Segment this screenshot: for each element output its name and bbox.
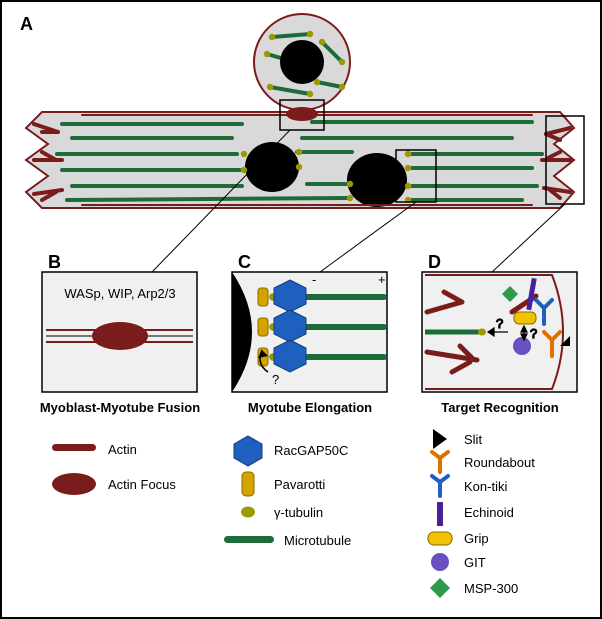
legend-actin: Actin [52,442,137,457]
svg-text:Kon-tiki: Kon-tiki [464,479,507,494]
panel-b: B WASp, WIP, Arp2/3 Myoblast-Myotube Fus… [40,252,200,415]
figure-frame: A [0,0,602,619]
panel-c-question: ? [272,372,279,387]
legend-gtub: γ-tubulin [241,505,323,520]
svg-text:γ-tubulin: γ-tubulin [274,505,323,520]
svg-text:RacGAP50C: RacGAP50C [274,443,348,458]
legend-kontiki: Kon-tiki [432,476,507,496]
legend-echinoid: Echinoid [437,502,514,526]
panel-b-title: Myoblast-Myotube Fusion [40,400,200,415]
svg-text:Echinoid: Echinoid [464,505,514,520]
myotube [26,112,574,208]
panel-c-title: Myotube Elongation [248,400,372,415]
panel-d-q1: ? [496,316,503,331]
legend: Actin Actin Focus RacGAP50C Pavarotti γ-… [52,429,535,598]
legend-racgap: RacGAP50C [234,436,348,466]
panel-b-letter: B [48,252,61,272]
svg-text:Actin Focus: Actin Focus [108,477,176,492]
panel-b-inset-label: WASp, WIP, Arp2/3 [64,286,175,301]
svg-text:Roundabout: Roundabout [464,455,535,470]
panel-d-q2: ? [530,326,537,341]
legend-microtubule: Microtubule [224,533,351,548]
actin-focus-a [286,107,318,121]
svg-text:Grip: Grip [464,531,489,546]
legend-actin-focus: Actin Focus [52,473,176,495]
legend-pavarotti: Pavarotti [242,472,325,496]
panel-c-minus: - [312,272,316,287]
legend-msp300: MSP-300 [430,578,518,598]
panel-c: C - + ? My [232,252,387,415]
svg-text:Slit: Slit [464,432,482,447]
svg-text:Microtubule: Microtubule [284,533,351,548]
legend-grip: Grip [428,531,489,546]
myoblast [254,14,350,110]
svg-text:MSP-300: MSP-300 [464,581,518,596]
panel-c-plus: + [378,272,386,287]
figure-svg: A [12,12,590,607]
legend-slit: Slit [433,429,482,449]
legend-git: GIT [431,553,486,571]
panel-a: A [20,14,584,272]
legend-roundabout: Roundabout [432,452,535,472]
svg-text:Actin: Actin [108,442,137,457]
svg-text:GIT: GIT [464,555,486,570]
panel-d-title: Target Recognition [441,400,559,415]
panel-a-letter: A [20,14,33,34]
panel-d: D [422,252,577,415]
panel-d-letter: D [428,252,441,272]
svg-text:Pavarotti: Pavarotti [274,477,325,492]
panel-c-letter: C [238,252,251,272]
